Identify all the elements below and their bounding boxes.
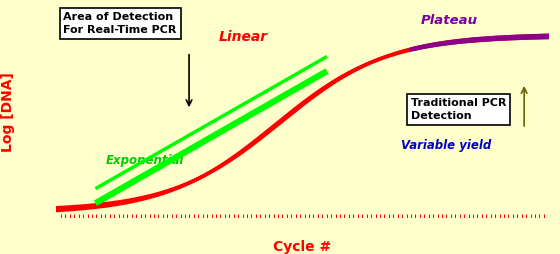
Text: Cycle #: Cycle # [273,240,332,254]
Text: Exponential: Exponential [105,154,184,167]
Text: Traditional PCR
Detection: Traditional PCR Detection [411,98,506,121]
Text: Variable yield: Variable yield [401,139,491,152]
Text: Area of Detection
For Real-Time PCR: Area of Detection For Real-Time PCR [63,12,177,36]
Text: Plateau: Plateau [421,14,478,27]
Text: Linear: Linear [218,30,268,44]
Text: Log [DNA]: Log [DNA] [1,72,16,152]
